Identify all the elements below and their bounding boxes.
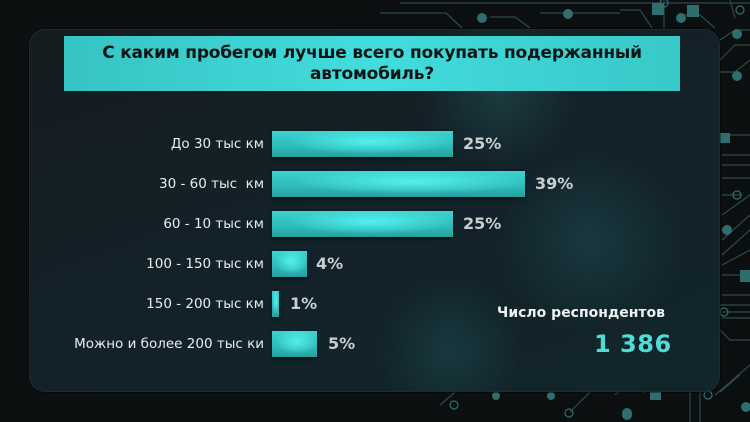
bar <box>272 131 453 157</box>
respondents-count: 1 386 <box>594 330 672 358</box>
bar-label: Можно и более 200 тыс ки <box>74 336 264 352</box>
bar-value: 1% <box>290 294 318 313</box>
bar-value: 25% <box>463 214 502 233</box>
respondents-label: Число респондентов <box>497 305 666 321</box>
bar-row: 60 - 10 тыс км 25% <box>0 211 750 237</box>
bar <box>272 251 307 277</box>
bar-label: 60 - 10 тыс км <box>163 216 264 232</box>
bar-value: 25% <box>463 134 502 153</box>
bar-row: До 30 тыс км 25% <box>0 131 750 157</box>
bar-label: 150 - 200 тыс км <box>146 296 264 312</box>
bar-value: 4% <box>316 254 344 273</box>
bar-row: 100 - 150 тыс км 4% <box>0 251 750 277</box>
bar <box>272 171 525 197</box>
bar <box>272 291 279 317</box>
bar-value: 39% <box>535 174 574 193</box>
bar-label: 30 - 60 тыс км <box>159 176 264 192</box>
title-banner: С каким пробегом лучше всего покупать по… <box>64 36 680 91</box>
bar-row: 30 - 60 тыс км 39% <box>0 171 750 197</box>
bar-value: 5% <box>328 334 356 353</box>
bar <box>272 331 317 357</box>
bar-label: До 30 тыс км <box>170 136 264 152</box>
bar-row: 150 - 200 тыс км 1% <box>0 291 750 317</box>
bar-label: 100 - 150 тыс км <box>146 256 264 272</box>
bar-row: Можно и более 200 тыс ки 5% <box>0 331 750 357</box>
chart-title: С каким пробегом лучше всего покупать по… <box>102 42 642 84</box>
bar <box>272 211 453 237</box>
